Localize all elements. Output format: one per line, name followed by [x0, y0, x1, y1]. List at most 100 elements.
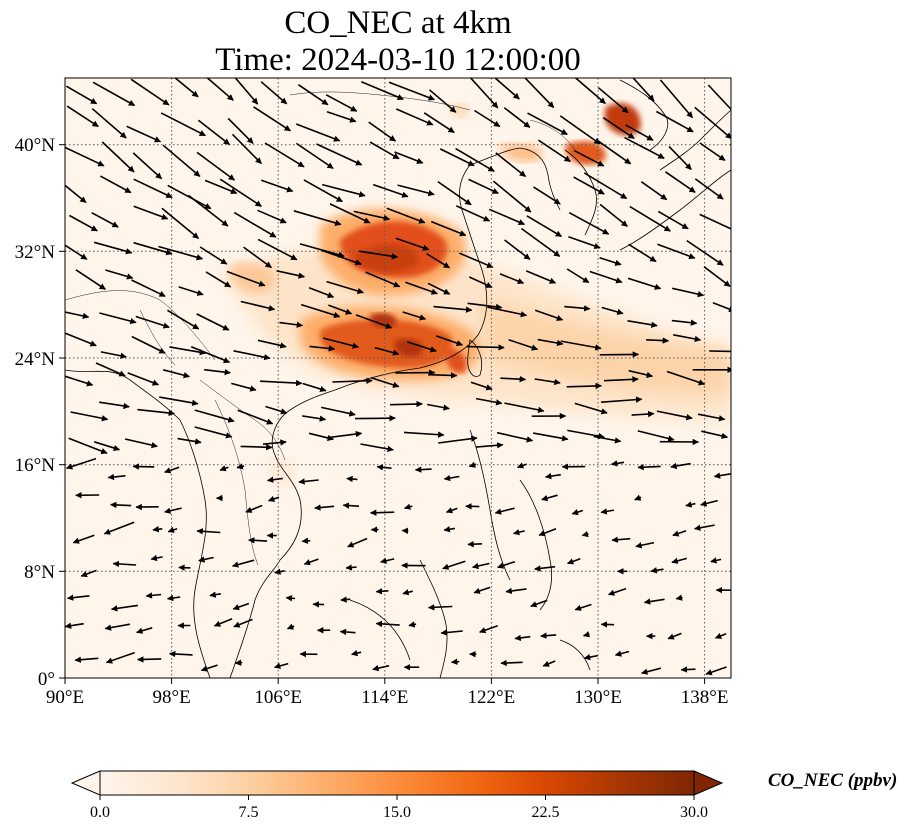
wind-arrow [105, 651, 135, 664]
wind-arrow [360, 81, 404, 101]
wind-arrow [656, 410, 693, 421]
wind-arrow [466, 344, 505, 351]
gridlines [65, 78, 731, 678]
wind-arrow [68, 437, 108, 455]
wind-arrow [308, 287, 335, 299]
wind-arrow [233, 211, 277, 238]
wind-arrow [640, 181, 668, 201]
wind-arrow [657, 243, 696, 260]
wind-arrow [326, 110, 357, 123]
wind-arrow [213, 618, 233, 627]
colorbar-tick-label: 15.0 [383, 804, 411, 821]
wind-arrow [178, 286, 204, 296]
wind-arrow [227, 117, 254, 144]
wind-arrow [196, 528, 221, 535]
wind-arrow [101, 141, 135, 173]
wind-arrow [370, 377, 400, 388]
wind-arrow [574, 603, 592, 611]
wind-arrow [309, 345, 336, 352]
wind-arrow [325, 94, 358, 112]
wind-arrow [475, 397, 503, 406]
wind-arrow [714, 632, 727, 639]
wind-arrow [368, 121, 397, 142]
wind-arrow [664, 171, 696, 193]
wind-arrow [240, 300, 276, 312]
wind-arrow [492, 180, 532, 213]
wind-arrow [534, 378, 561, 386]
wind-arrow [257, 209, 287, 224]
wind-arrow [666, 370, 706, 386]
wind-arrow [112, 560, 137, 568]
wind-arrow [131, 335, 166, 354]
wind-arrow [427, 403, 450, 411]
wind-arrow [713, 472, 731, 479]
wind-arrow [699, 213, 731, 230]
wind-arrow [435, 335, 464, 347]
wind-arrow [632, 78, 655, 102]
wind-arrow [583, 653, 598, 661]
wind-arrow [431, 220, 467, 237]
wind-arrow [133, 205, 169, 220]
wind-arrow [524, 78, 555, 109]
wind-arrow [386, 207, 426, 224]
wind-arrow [537, 338, 564, 347]
wind-arrow [66, 105, 99, 128]
wind-arrow [629, 205, 671, 232]
wind-arrow [427, 282, 451, 295]
wind-arrow [231, 559, 255, 568]
wind-arrow [130, 78, 170, 106]
wind-arrow [65, 622, 84, 629]
wind-arrow [234, 78, 259, 105]
wind-arrow [656, 110, 694, 133]
wind-arrow [164, 466, 180, 474]
wind-arrow [92, 81, 136, 107]
wind-arrow [169, 346, 207, 356]
wind-arrow [161, 207, 200, 240]
wind-arrow [475, 442, 504, 449]
wind-arrow [321, 249, 362, 266]
wind-arrow [541, 494, 558, 502]
wind-arrow [496, 431, 534, 443]
wind-arrow [65, 375, 94, 387]
wind-arrow [611, 536, 631, 543]
lon-tick-label: 122°E [468, 687, 516, 708]
wind-arrow [712, 301, 731, 313]
wind-arrow [568, 211, 610, 235]
wind-arrow [103, 521, 135, 535]
wind-arrow [188, 194, 229, 227]
wind-arrow [433, 305, 473, 313]
wind-arrow [601, 396, 643, 403]
wind-arrow [388, 81, 435, 101]
wind-arrow [260, 81, 288, 105]
wind-arrow [628, 369, 654, 379]
wind-arrow [308, 432, 334, 442]
wind-arrow [65, 184, 87, 204]
wind-arrow [158, 245, 204, 261]
wind-arrow [455, 147, 495, 172]
wind-arrow [206, 78, 234, 101]
wind-arrow [504, 402, 545, 414]
country-borders [65, 91, 576, 566]
colorbar-tick-label: 22.5 [531, 804, 560, 821]
wind-arrow [672, 529, 687, 537]
wind-arrow [347, 537, 368, 548]
wind-arrow [328, 304, 353, 315]
wind-arrow [574, 78, 606, 105]
wind-arrow [353, 210, 391, 222]
wind-arrow [231, 133, 262, 165]
wind-arrow [105, 269, 134, 280]
wind-arrow [262, 439, 287, 446]
wind-arrow [560, 340, 602, 351]
lon-tick-label: 106°E [254, 687, 302, 708]
wind-arrow [375, 620, 400, 628]
wind-arrow [625, 124, 654, 141]
wind-arrow [583, 172, 628, 200]
wind-arrow [167, 184, 212, 210]
wind-arrow [574, 402, 608, 415]
wind-arrow [643, 598, 665, 605]
wind-arrow [110, 501, 132, 509]
wind-arrow [137, 656, 162, 663]
colorbar-tick-label: 30.0 [680, 804, 708, 821]
wind-arrow [323, 337, 360, 349]
lat-tick-label: 40°N [15, 135, 56, 156]
